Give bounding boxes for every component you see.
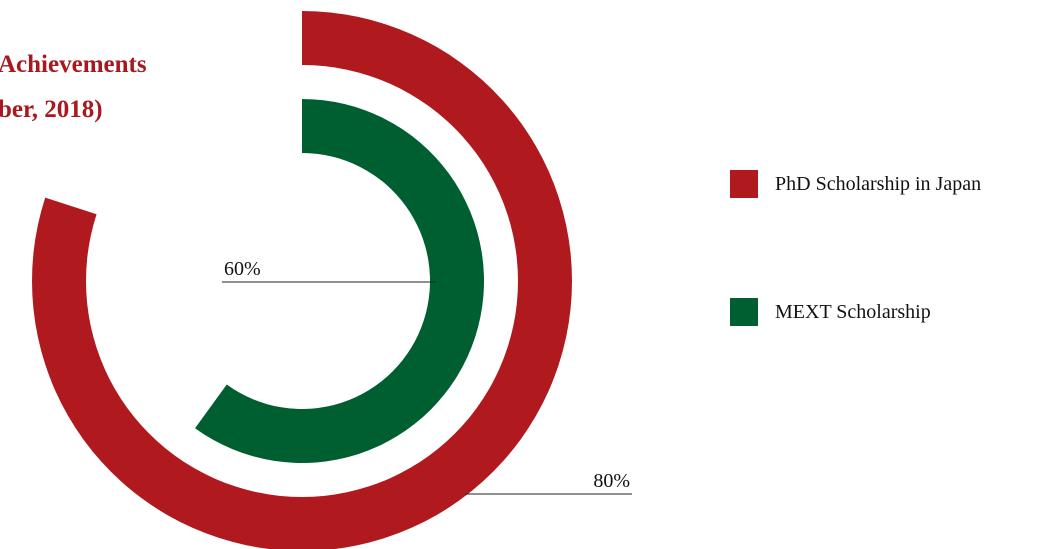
value-label: 60% bbox=[224, 258, 261, 280]
radial-bar bbox=[195, 99, 485, 463]
value-label: 80% bbox=[593, 470, 630, 492]
legend-swatch bbox=[730, 170, 758, 198]
radial-bar bbox=[32, 11, 572, 549]
legend-swatch bbox=[730, 298, 758, 326]
legend-label: PhD Scholarship in Japan bbox=[775, 173, 981, 195]
legend-label: MEXT Scholarship bbox=[775, 301, 931, 323]
chart-title: Achievements bbox=[0, 51, 147, 78]
chart-title: ber, 2018) bbox=[0, 96, 103, 123]
